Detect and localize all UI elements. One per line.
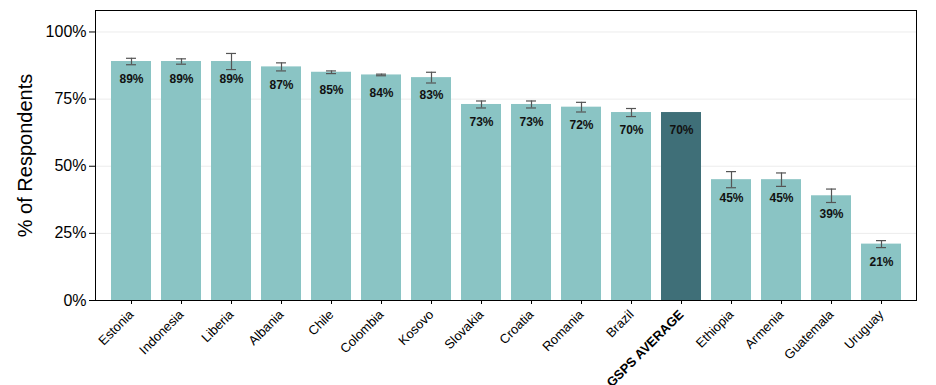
svg-text:Indonesia: Indonesia xyxy=(136,306,187,357)
svg-text:Kosovo: Kosovo xyxy=(395,307,436,348)
svg-text:Chile: Chile xyxy=(305,307,337,339)
svg-text:Albania: Albania xyxy=(245,306,287,348)
svg-text:45%: 45% xyxy=(719,191,743,205)
svg-text:89%: 89% xyxy=(219,72,243,86)
svg-text:39%: 39% xyxy=(819,207,843,221)
svg-text:Brazil: Brazil xyxy=(603,307,637,341)
svg-text:Armenia: Armenia xyxy=(742,306,787,351)
svg-text:70%: 70% xyxy=(619,123,643,137)
svg-text:% of Respondents: % of Respondents xyxy=(14,74,36,237)
svg-text:70%: 70% xyxy=(669,123,693,137)
svg-text:Estonia: Estonia xyxy=(95,306,137,348)
svg-text:Uruguay: Uruguay xyxy=(841,306,887,352)
svg-text:Romania: Romania xyxy=(539,306,587,354)
svg-text:45%: 45% xyxy=(769,191,793,205)
svg-text:Croatia: Croatia xyxy=(496,306,537,347)
svg-text:89%: 89% xyxy=(169,72,193,86)
svg-text:Colombia: Colombia xyxy=(337,306,387,356)
svg-text:Guatemala: Guatemala xyxy=(781,306,837,362)
svg-text:73%: 73% xyxy=(519,115,543,129)
svg-text:Liberia: Liberia xyxy=(198,306,237,345)
svg-text:72%: 72% xyxy=(569,118,593,132)
svg-text:GSPS AVERAGE: GSPS AVERAGE xyxy=(603,307,686,385)
svg-text:21%: 21% xyxy=(869,255,893,269)
svg-text:73%: 73% xyxy=(469,115,493,129)
svg-text:0%: 0% xyxy=(63,292,86,309)
svg-text:85%: 85% xyxy=(319,83,343,97)
svg-text:87%: 87% xyxy=(269,78,293,92)
svg-text:Slovakia: Slovakia xyxy=(441,306,487,352)
svg-text:100%: 100% xyxy=(46,23,87,40)
svg-text:83%: 83% xyxy=(419,88,443,102)
svg-text:50%: 50% xyxy=(54,157,86,174)
svg-text:Ethiopia: Ethiopia xyxy=(693,306,737,350)
svg-text:89%: 89% xyxy=(119,72,143,86)
svg-text:75%: 75% xyxy=(54,90,86,107)
svg-text:25%: 25% xyxy=(54,224,86,241)
svg-text:84%: 84% xyxy=(369,86,393,100)
